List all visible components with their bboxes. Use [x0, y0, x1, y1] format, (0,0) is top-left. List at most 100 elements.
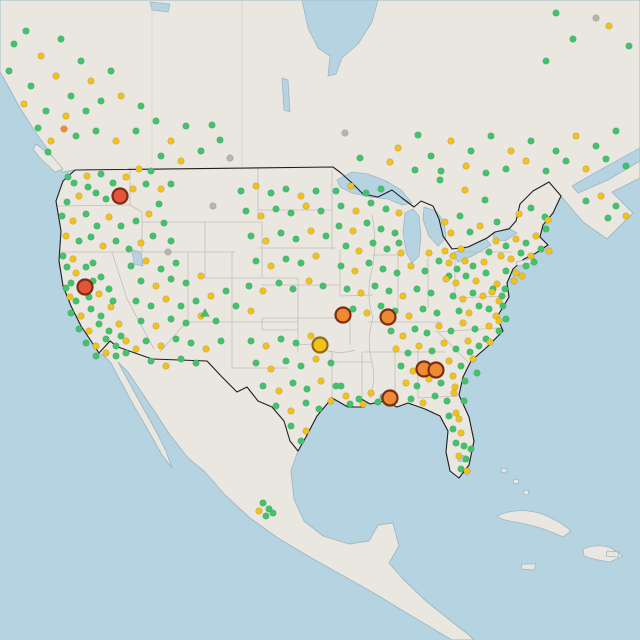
station-dot[interactable] — [343, 285, 351, 293]
station-dot[interactable] — [112, 137, 120, 145]
station-dot[interactable] — [431, 392, 439, 400]
station-dot[interactable] — [466, 228, 474, 236]
station-dot[interactable] — [337, 382, 345, 390]
station-dot[interactable] — [459, 295, 467, 303]
station-dot[interactable] — [522, 157, 530, 165]
station-dot[interactable] — [69, 217, 77, 225]
station-dot[interactable] — [127, 262, 135, 270]
station-dot[interactable] — [459, 319, 467, 327]
station-dot[interactable] — [305, 277, 313, 285]
station-dot[interactable] — [197, 147, 205, 155]
station-dot[interactable] — [428, 347, 436, 355]
station-dot[interactable] — [452, 345, 460, 353]
station-dot[interactable] — [67, 92, 75, 100]
station-dot[interactable] — [302, 202, 310, 210]
station-dot[interactable] — [137, 239, 145, 247]
station-dot[interactable] — [449, 252, 457, 260]
station-dot[interactable] — [347, 182, 355, 190]
station-dot[interactable] — [512, 235, 520, 243]
station-dot[interactable] — [349, 227, 357, 235]
station-dot[interactable] — [155, 200, 163, 208]
station-dot[interactable] — [441, 218, 449, 226]
station-dot[interactable] — [60, 125, 68, 133]
station-dot[interactable] — [357, 289, 365, 297]
station-dot[interactable] — [132, 297, 140, 305]
station-dot[interactable] — [87, 77, 95, 85]
station-dot[interactable] — [117, 92, 125, 100]
station-dot[interactable] — [387, 327, 395, 335]
station-dot[interactable] — [315, 405, 323, 413]
station-dot[interactable] — [287, 422, 295, 430]
station-dot[interactable] — [192, 297, 200, 305]
station-dot[interactable] — [97, 97, 105, 105]
station-dot[interactable] — [445, 412, 453, 420]
station-dot[interactable] — [137, 277, 145, 285]
station-dot[interactable] — [332, 187, 340, 195]
station-dot[interactable] — [145, 210, 153, 218]
station-dot[interactable] — [455, 307, 463, 315]
station-dot[interactable] — [597, 192, 605, 200]
station-dot[interactable] — [453, 265, 461, 273]
station-dot[interactable] — [177, 355, 185, 363]
station-dot[interactable] — [433, 309, 441, 317]
station-dot[interactable] — [452, 279, 460, 287]
station-dot[interactable] — [157, 152, 165, 160]
station-marker-large[interactable] — [379, 308, 397, 326]
station-dot[interactable] — [92, 189, 100, 197]
station-dot[interactable] — [456, 212, 464, 220]
station-dot[interactable] — [259, 382, 267, 390]
station-dot[interactable] — [341, 129, 349, 137]
station-dot[interactable] — [447, 327, 455, 335]
station-dot[interactable] — [5, 67, 13, 75]
station-marker-large[interactable] — [381, 389, 399, 407]
station-dot[interactable] — [70, 179, 78, 187]
station-dot[interactable] — [265, 505, 273, 513]
station-dot[interactable] — [117, 222, 125, 230]
station-dot[interactable] — [407, 262, 415, 270]
station-dot[interactable] — [405, 312, 413, 320]
station-dot[interactable] — [449, 425, 457, 433]
station-dot[interactable] — [622, 212, 630, 220]
station-dot[interactable] — [147, 357, 155, 365]
station-dot[interactable] — [10, 40, 18, 48]
station-dot[interactable] — [177, 302, 185, 310]
station-dot[interactable] — [452, 409, 460, 417]
station-dot[interactable] — [107, 67, 115, 75]
station-dot[interactable] — [469, 289, 477, 297]
station-dot[interactable] — [464, 337, 472, 345]
station-dot[interactable] — [440, 339, 448, 347]
station-dot[interactable] — [152, 322, 160, 330]
station-dot[interactable] — [367, 199, 375, 207]
station-dot[interactable] — [461, 257, 469, 265]
station-dot[interactable] — [257, 212, 265, 220]
station-dot[interactable] — [20, 100, 28, 108]
station-dot[interactable] — [177, 157, 185, 165]
station-dot[interactable] — [460, 442, 468, 450]
station-dot[interactable] — [137, 317, 145, 325]
station-dot[interactable] — [493, 218, 501, 226]
station-marker-large[interactable] — [76, 278, 94, 296]
station-dot[interactable] — [471, 325, 479, 333]
station-dot[interactable] — [552, 147, 560, 155]
station-dot[interactable] — [475, 342, 483, 350]
station-dot[interactable] — [105, 213, 113, 221]
station-dot[interactable] — [463, 467, 471, 475]
station-dot[interactable] — [419, 399, 427, 407]
station-dot[interactable] — [125, 245, 133, 253]
station-dot[interactable] — [443, 397, 451, 405]
station-dot[interactable] — [212, 317, 220, 325]
station-dot[interactable] — [402, 379, 410, 387]
station-dot[interactable] — [297, 437, 305, 445]
station-dot[interactable] — [242, 207, 250, 215]
station-dot[interactable] — [149, 232, 157, 240]
station-dot[interactable] — [492, 237, 500, 245]
station-dot[interactable] — [515, 210, 523, 218]
station-dot[interactable] — [527, 252, 535, 260]
station-dot[interactable] — [267, 262, 275, 270]
station-dot[interactable] — [63, 198, 71, 206]
station-dot[interactable] — [307, 227, 315, 235]
station-dot[interactable] — [472, 277, 480, 285]
station-dot[interactable] — [552, 9, 560, 17]
station-dot[interactable] — [542, 167, 550, 175]
station-dot[interactable] — [202, 345, 210, 353]
